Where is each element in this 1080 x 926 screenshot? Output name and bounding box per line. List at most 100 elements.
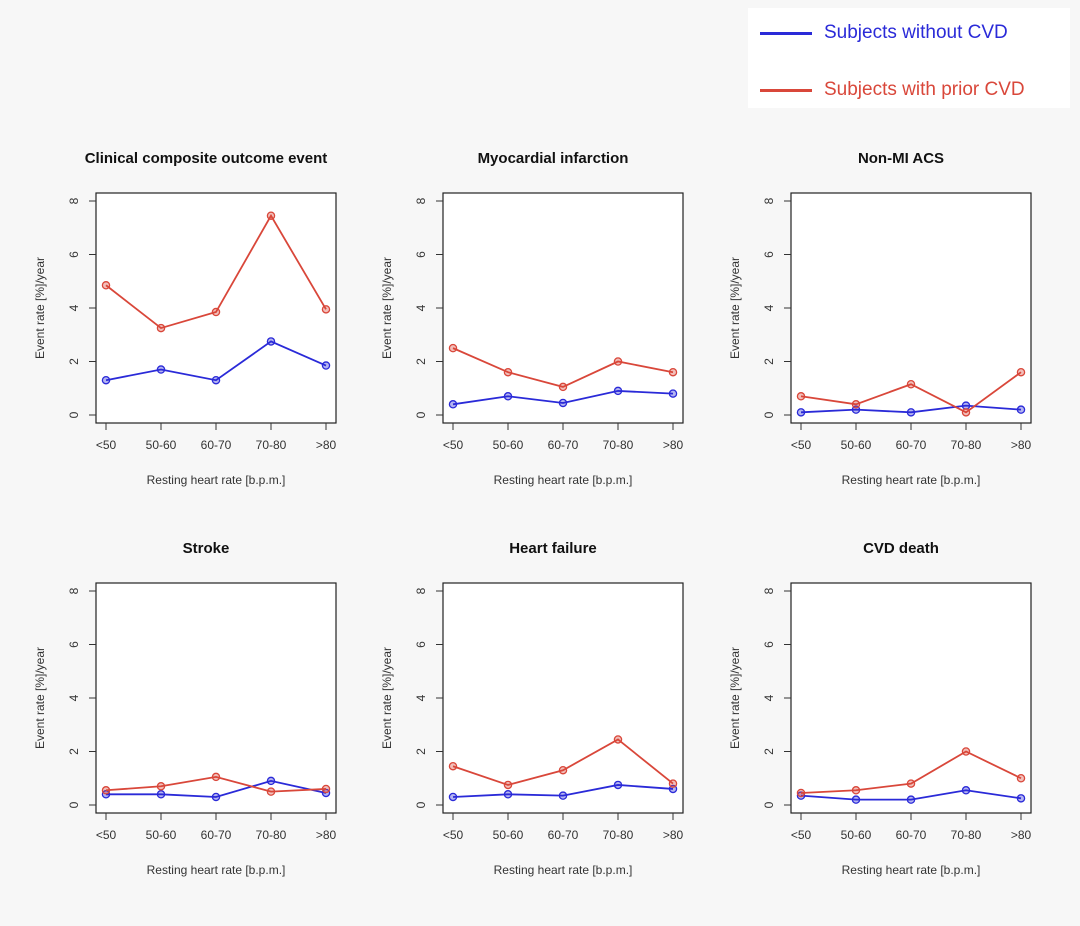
x-axis-label: Resting heart rate [b.p.m.] bbox=[494, 863, 633, 877]
x-tick-label: 50-60 bbox=[493, 828, 524, 842]
data-point-with-cvd bbox=[1016, 774, 1026, 783]
y-tick-label: 0 bbox=[67, 801, 81, 808]
data-point-with-cvd bbox=[961, 408, 971, 417]
data-point-without-cvd bbox=[558, 398, 568, 408]
x-tick-label: <50 bbox=[96, 438, 117, 452]
y-tick-label: 2 bbox=[762, 748, 776, 755]
x-axis-label: Resting heart rate [b.p.m.] bbox=[147, 473, 286, 487]
data-point-with-cvd bbox=[448, 343, 458, 353]
plot-frame bbox=[790, 192, 1032, 424]
data-point-without-cvd bbox=[906, 408, 916, 417]
x-tick-label: 70-80 bbox=[603, 438, 634, 452]
y-tick-label: 8 bbox=[67, 587, 81, 594]
series-line-without-cvd bbox=[800, 404, 1022, 414]
panel-6: CVD death 0 2 4 6 8 Event rate [%]/year <50 50-6… bbox=[728, 540, 1032, 877]
data-point-without-cvd bbox=[851, 795, 861, 804]
data-point-with-cvd bbox=[321, 305, 331, 314]
panel-1: Clinical composite outcome event 0 2 4 6 8 Eve… bbox=[33, 150, 337, 487]
y-tick-label: 4 bbox=[762, 304, 776, 311]
y-tick-label: 0 bbox=[414, 801, 428, 808]
data-point-without-cvd bbox=[668, 389, 678, 398]
legend: Subjects without CVD Subjects with prior… bbox=[748, 8, 1070, 108]
y-tick-label: 6 bbox=[414, 641, 428, 648]
data-point-without-cvd bbox=[796, 408, 806, 417]
data-point-with-cvd bbox=[1016, 367, 1026, 377]
x-tick-label: 60-70 bbox=[201, 828, 232, 842]
x-tick-label: 60-70 bbox=[548, 828, 579, 842]
x-tick-label: 50-60 bbox=[146, 828, 177, 842]
data-point-without-cvd bbox=[1016, 794, 1026, 803]
x-tick-label: >80 bbox=[1011, 438, 1032, 452]
panel-title: Non-MI ACS bbox=[858, 150, 944, 167]
data-point-without-cvd bbox=[1016, 405, 1026, 414]
data-point-with-cvd bbox=[156, 782, 166, 791]
data-point-with-cvd bbox=[558, 765, 568, 775]
data-point-with-cvd bbox=[796, 788, 806, 798]
series-line-with-cvd bbox=[452, 738, 674, 786]
data-point-with-cvd bbox=[558, 382, 568, 392]
data-point-without-cvd bbox=[321, 361, 331, 370]
legend-label-without-cvd: Subjects without CVD bbox=[824, 22, 1008, 43]
data-point-without-cvd bbox=[448, 400, 458, 409]
legend-entry-without-cvd: Subjects without CVD bbox=[760, 22, 1008, 44]
series-line-with-cvd bbox=[800, 750, 1022, 794]
panel-5: Heart failure 0 2 4 6 8 Event rate [%]/year <50… bbox=[380, 540, 684, 877]
y-tick-label: 8 bbox=[762, 197, 776, 204]
x-tick-label: 70-80 bbox=[256, 438, 287, 452]
x-tick-label: 70-80 bbox=[951, 438, 982, 452]
series-line-without-cvd bbox=[800, 789, 1022, 801]
data-point-with-cvd bbox=[156, 323, 166, 333]
data-point-with-cvd bbox=[211, 772, 221, 782]
y-tick-label: 4 bbox=[67, 304, 81, 311]
x-axis-label: Resting heart rate [b.p.m.] bbox=[842, 863, 981, 877]
data-point-with-cvd bbox=[266, 787, 276, 796]
y-tick-label: 6 bbox=[67, 641, 81, 648]
legend-entry-with-cvd: Subjects with prior CVD bbox=[760, 79, 1025, 101]
data-point-with-cvd bbox=[101, 281, 111, 290]
y-tick-label: 8 bbox=[414, 587, 428, 594]
x-tick-label: 60-70 bbox=[548, 438, 579, 452]
y-axis-label: Event rate [%]/year bbox=[728, 647, 742, 749]
plot-frame bbox=[442, 582, 684, 814]
x-axis-label: Resting heart rate [b.p.m.] bbox=[494, 473, 633, 487]
y-axis-label: Event rate [%]/year bbox=[33, 647, 47, 749]
y-axis-label: Event rate [%]/year bbox=[380, 257, 394, 359]
x-tick-label: 60-70 bbox=[896, 438, 927, 452]
y-tick-label: 0 bbox=[67, 411, 81, 418]
plot-frame bbox=[790, 582, 1032, 814]
legend-line-with-cvd bbox=[760, 88, 812, 92]
y-tick-label: 2 bbox=[414, 358, 428, 365]
y-axis-label: Event rate [%]/year bbox=[728, 257, 742, 359]
y-tick-label: 8 bbox=[67, 197, 81, 204]
legend-label-with-cvd: Subjects with prior CVD bbox=[824, 79, 1025, 100]
x-tick-label: 70-80 bbox=[951, 828, 982, 842]
y-tick-label: 2 bbox=[67, 748, 81, 755]
panel-2: Myocardial infarction 0 2 4 6 8 Event rate [%]… bbox=[380, 150, 684, 487]
x-tick-label: <50 bbox=[443, 828, 464, 842]
panel-title: Myocardial infarction bbox=[478, 150, 629, 167]
data-point-without-cvd bbox=[961, 786, 971, 795]
plot-frame bbox=[442, 192, 684, 424]
data-point-with-cvd bbox=[503, 780, 513, 790]
x-axis-label: Resting heart rate [b.p.m.] bbox=[147, 863, 286, 877]
y-tick-label: 6 bbox=[762, 641, 776, 648]
data-point-with-cvd bbox=[851, 400, 861, 409]
series-line-with-cvd bbox=[105, 213, 327, 330]
data-point-with-cvd bbox=[448, 761, 458, 771]
x-tick-label: >80 bbox=[316, 828, 337, 842]
panel-title: Clinical composite outcome event bbox=[85, 150, 328, 167]
y-tick-label: 4 bbox=[414, 304, 428, 311]
x-tick-label: 60-70 bbox=[201, 438, 232, 452]
data-point-without-cvd bbox=[558, 791, 568, 800]
y-tick-label: 4 bbox=[414, 694, 428, 701]
x-tick-label: <50 bbox=[791, 828, 812, 842]
x-tick-label: 70-80 bbox=[603, 828, 634, 842]
data-point-without-cvd bbox=[448, 792, 458, 802]
panel-3: Non-MI ACS 0 2 4 6 8 Event rate [%]/year <50 50-… bbox=[728, 150, 1032, 487]
x-tick-label: <50 bbox=[443, 438, 464, 452]
x-tick-label: 50-60 bbox=[493, 438, 524, 452]
x-tick-label: 60-70 bbox=[896, 828, 927, 842]
data-point-with-cvd bbox=[668, 367, 678, 377]
x-tick-label: <50 bbox=[96, 828, 117, 842]
x-tick-label: >80 bbox=[663, 828, 684, 842]
